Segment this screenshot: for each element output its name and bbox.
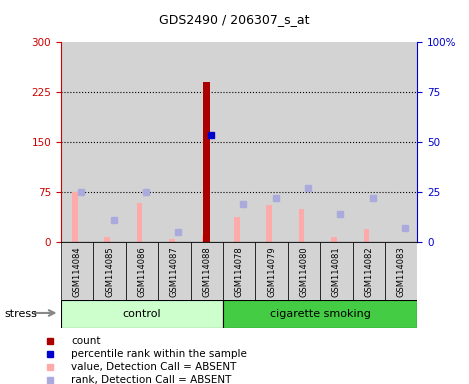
FancyBboxPatch shape xyxy=(158,242,190,300)
Bar xyxy=(385,42,417,242)
Text: GSM114088: GSM114088 xyxy=(202,247,212,297)
Bar xyxy=(353,42,385,242)
Text: GSM114083: GSM114083 xyxy=(397,247,406,297)
Text: GDS2490 / 206307_s_at: GDS2490 / 206307_s_at xyxy=(159,13,310,26)
Bar xyxy=(137,203,143,242)
Text: GSM114087: GSM114087 xyxy=(170,247,179,297)
Bar xyxy=(288,42,320,242)
Text: GSM114078: GSM114078 xyxy=(234,247,244,297)
Bar xyxy=(331,237,337,242)
Bar xyxy=(234,217,240,242)
Text: GSM114079: GSM114079 xyxy=(267,247,276,297)
Text: value, Detection Call = ABSENT: value, Detection Call = ABSENT xyxy=(71,362,237,372)
Bar xyxy=(320,42,353,242)
FancyBboxPatch shape xyxy=(288,242,320,300)
FancyBboxPatch shape xyxy=(61,300,223,328)
FancyBboxPatch shape xyxy=(385,242,417,300)
FancyBboxPatch shape xyxy=(93,242,126,300)
Bar xyxy=(93,42,126,242)
Text: control: control xyxy=(123,309,161,319)
Bar xyxy=(169,238,175,242)
Text: rank, Detection Call = ABSENT: rank, Detection Call = ABSENT xyxy=(71,376,232,384)
Text: GSM114082: GSM114082 xyxy=(364,247,373,297)
Text: GSM114080: GSM114080 xyxy=(300,247,309,297)
FancyBboxPatch shape xyxy=(353,242,385,300)
FancyBboxPatch shape xyxy=(223,300,417,328)
FancyBboxPatch shape xyxy=(190,242,223,300)
Bar xyxy=(61,42,93,242)
Bar xyxy=(299,209,304,242)
Bar xyxy=(256,42,288,242)
Bar xyxy=(223,42,256,242)
Bar xyxy=(266,205,272,242)
Text: percentile rank within the sample: percentile rank within the sample xyxy=(71,349,247,359)
Bar xyxy=(363,228,369,242)
Text: stress: stress xyxy=(5,309,38,319)
FancyBboxPatch shape xyxy=(126,242,158,300)
Text: count: count xyxy=(71,336,101,346)
Bar xyxy=(190,42,223,242)
FancyBboxPatch shape xyxy=(223,242,256,300)
Bar xyxy=(126,42,158,242)
Text: GSM114086: GSM114086 xyxy=(137,247,146,297)
FancyBboxPatch shape xyxy=(320,242,353,300)
Text: cigarette smoking: cigarette smoking xyxy=(270,309,371,319)
FancyBboxPatch shape xyxy=(61,242,93,300)
Bar xyxy=(202,235,207,242)
Text: GSM114084: GSM114084 xyxy=(73,247,82,297)
Text: GSM114085: GSM114085 xyxy=(105,247,114,297)
Bar xyxy=(158,42,190,242)
Bar xyxy=(203,82,211,242)
FancyBboxPatch shape xyxy=(256,242,288,300)
Bar xyxy=(72,192,77,242)
Bar xyxy=(104,237,110,242)
Text: GSM114081: GSM114081 xyxy=(332,247,341,297)
